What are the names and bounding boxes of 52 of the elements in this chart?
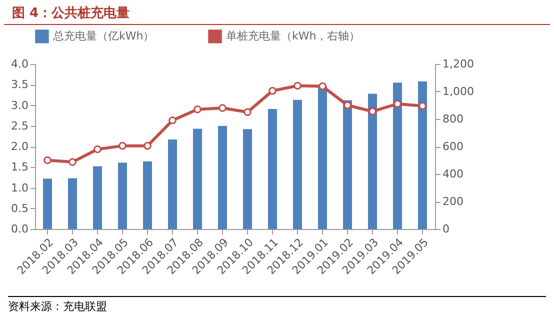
y-tick-label: 2.5: [11, 119, 28, 132]
point: [344, 101, 352, 110]
y-tick-label: 2.0: [11, 140, 28, 153]
y2-tick-label: 600: [442, 140, 464, 153]
point: [118, 142, 126, 150]
y2-tick-label: 1,200: [442, 58, 474, 70]
point: [294, 82, 302, 90]
point: [244, 108, 252, 116]
point: [144, 142, 152, 150]
y-tick-label: 1.5: [11, 160, 28, 174]
point: [394, 100, 402, 108]
bar: [293, 100, 302, 229]
y-tick-label: 3.0: [11, 98, 28, 112]
point: [368, 108, 376, 116]
bar: [418, 81, 427, 229]
bar: [368, 94, 377, 229]
point: [44, 156, 52, 164]
y-tick-label: 4.0: [11, 58, 28, 70]
y2-tick-label: 200: [442, 195, 464, 208]
point: [194, 105, 202, 114]
bar: [43, 178, 52, 229]
chart-title: 图 4：公共桩充电量: [4, 0, 550, 25]
bar: [243, 129, 252, 229]
point: [268, 86, 276, 95]
y-tick-label: 0.0: [11, 222, 28, 236]
bar: [168, 139, 177, 229]
y-tick-label: 0.5: [11, 202, 28, 215]
bar: [318, 86, 327, 229]
bar: [143, 161, 152, 229]
point: [418, 102, 426, 110]
text: 资料来源：充电联盟: [8, 296, 546, 314]
point: [168, 116, 176, 124]
bar: [343, 100, 352, 229]
legend-label: 总充电量（亿kWh）: [52, 29, 154, 42]
y2-tick-label: 400: [442, 168, 464, 180]
bar: [68, 178, 77, 229]
point: [68, 158, 76, 166]
point: [218, 104, 226, 112]
bar: [193, 128, 202, 229]
point: [94, 145, 102, 154]
bar: [118, 162, 127, 229]
bar: [393, 82, 402, 229]
legend-label: 单桩充电量（kWh，右轴）: [226, 29, 360, 42]
bar: [93, 166, 102, 229]
y2-tick-label: 1,000: [442, 85, 474, 98]
bar: [268, 108, 277, 229]
y-tick-label: 1.0: [11, 181, 28, 194]
y2-tick-label: 800: [442, 112, 464, 126]
y2-tick-label: 0: [442, 222, 450, 236]
bar: [218, 126, 227, 229]
point: [318, 82, 326, 90]
y-tick-label: 3.5: [11, 78, 28, 92]
